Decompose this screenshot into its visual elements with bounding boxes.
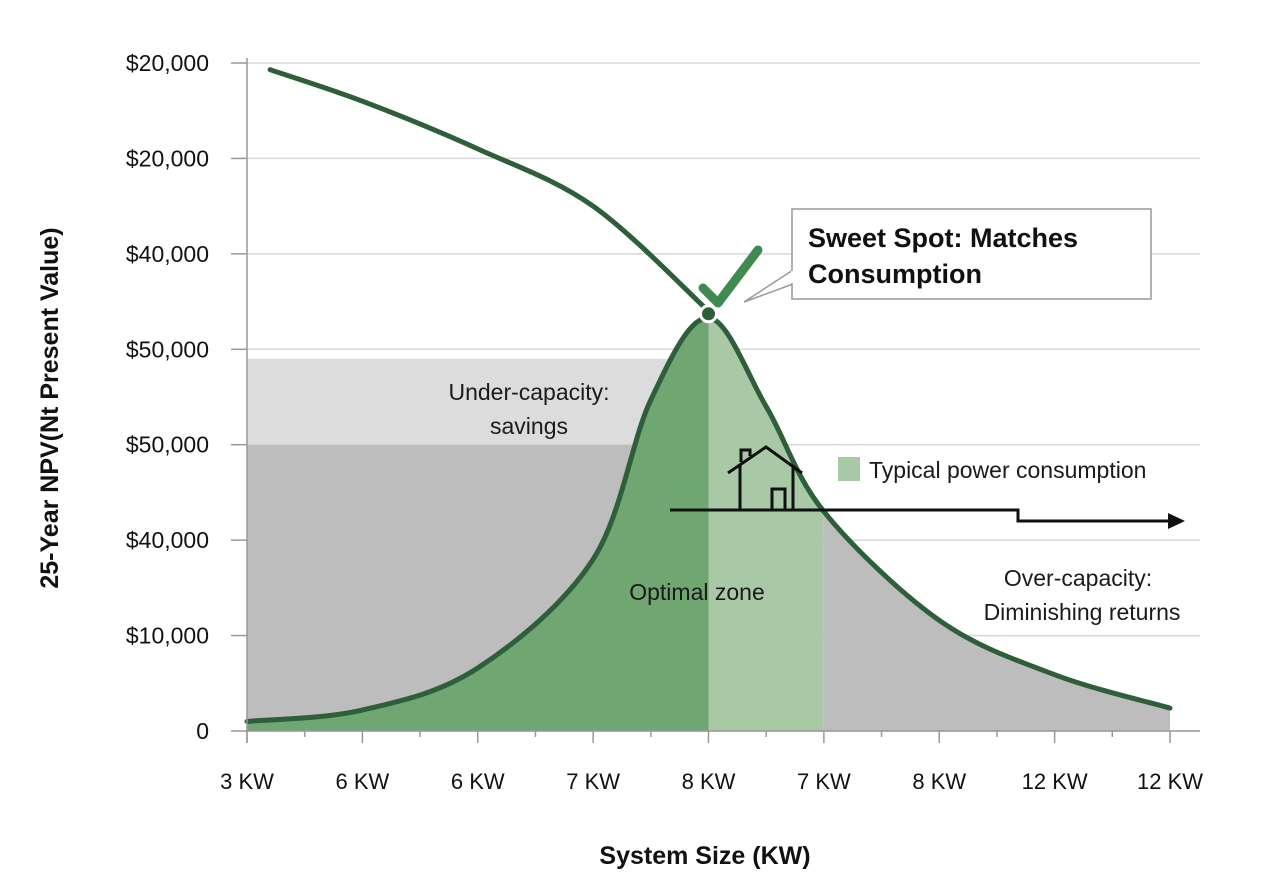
x-tick-label: 8 KW [912,769,966,794]
typical-consumption-area [708,317,824,731]
x-tick-label: 6 KW [451,769,505,794]
x-tick-label: 8 KW [682,769,736,794]
y-tick-label: 0 [196,718,209,744]
y-tick-label: $10,000 [126,623,209,649]
x-tick-label: 12 KW [1022,769,1088,794]
arrow-icon [670,508,1185,529]
y-tick-label: $40,000 [126,527,209,553]
sweet-spot-callout: Sweet Spot: Matches Consumption [743,208,1152,303]
optimal-zone-label: Optimal zone [629,579,765,605]
over-capacity-area [823,511,1170,731]
sweet-spot-title: Sweet Spot: Matches [808,223,1078,253]
checkmark-icon [698,245,763,308]
sweet-spot-subtitle: Consumption [808,259,982,289]
y-tick-label: $20,000 [126,145,209,171]
sweet-spot-marker [699,304,718,324]
x-tick-label: 7 KW [797,769,851,794]
under-capacity-sublabel: savings [490,413,568,439]
y-axis-title: 25-Year NPV(Nt Present Value) [36,227,64,588]
x-axis-title: System Size (KW) [599,842,810,870]
legend-label: Typical power consumption [869,457,1146,483]
x-tick-label: 12 KW [1137,769,1203,794]
under-capacity-light-band [247,358,709,445]
y-tick-label: $50,000 [126,336,209,362]
over-capacity-label: Over-capacity: [1004,565,1152,591]
descending-npv-line [267,67,711,314]
legend-swatch [838,457,860,481]
x-tick-label: 3 KW [220,769,274,794]
y-tick-label: $20,000 [126,50,209,76]
x-tick-label: 6 KW [335,769,389,794]
optimal-zone-area [247,317,709,731]
x-tick-label: 7 KW [566,769,620,794]
y-tick-label: $40,000 [126,241,209,267]
y-tick-label: $50,000 [126,432,209,458]
over-capacity-sublabel: Diminishing returns [984,599,1181,625]
under-capacity-label: Under-capacity: [448,379,609,405]
